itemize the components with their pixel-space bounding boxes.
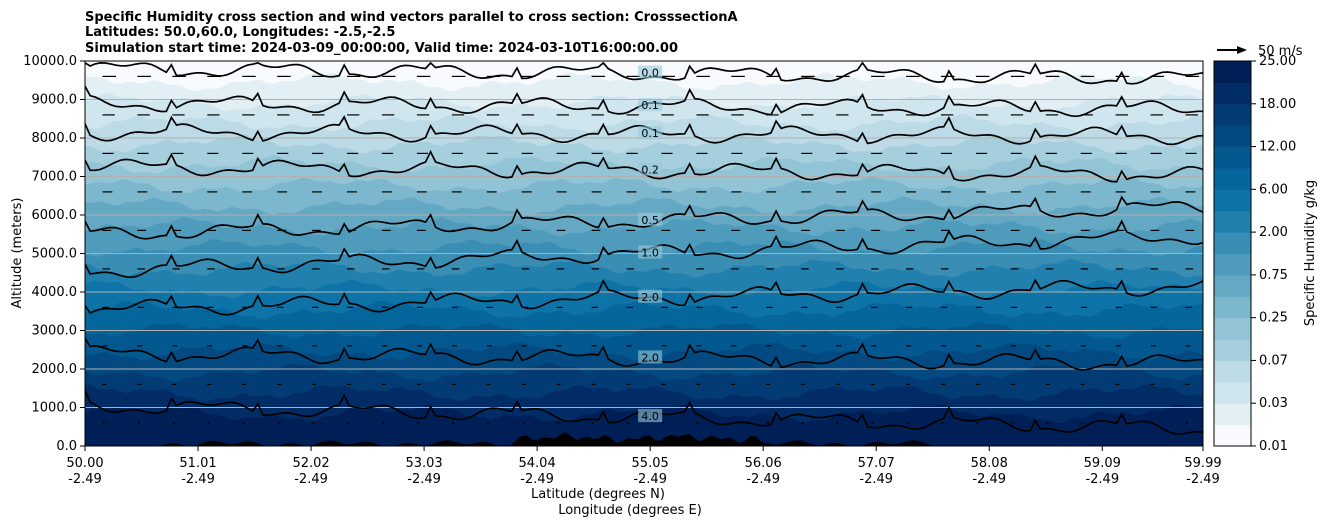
x-tick-lat-6: 56.06 xyxy=(745,456,782,471)
x-tick-lon-0: -2.49 xyxy=(68,472,102,487)
x-tick-lat-8: 58.08 xyxy=(971,456,1008,471)
x-tick-lon-10: -2.49 xyxy=(1186,472,1220,487)
chart-title-line-1: Specific Humidity cross section and wind… xyxy=(85,10,738,25)
x-tick-lat-10: 59.99 xyxy=(1184,456,1221,471)
x-tick-lat-3: 53.03 xyxy=(405,456,442,471)
y-axis: 0.0 1000.0 2000.0 3000.0 4000.0 5000.0 6000.0 7… xyxy=(23,54,85,454)
colorbar-band-2 xyxy=(1214,382,1251,404)
y-tick-label-1: 1000.0 xyxy=(32,401,78,416)
colorbar-band-4 xyxy=(1214,339,1251,361)
colorbar-tick-label-2: 0.07 xyxy=(1259,353,1288,368)
x-tick-lon-1: -2.49 xyxy=(181,472,215,487)
y-axis-label: Altitude (meters) xyxy=(10,198,25,309)
colorbar-band-3 xyxy=(1214,360,1251,382)
colorbar-band-0 xyxy=(1214,425,1251,447)
colorbar-tick-label-9: 25.00 xyxy=(1259,54,1296,69)
colorbar-tick-label-3: 0.25 xyxy=(1259,311,1288,326)
y-tick-label-2: 2000.0 xyxy=(32,362,78,377)
colorbar-band-5 xyxy=(1214,318,1251,340)
x-axis-label-longitude: Longitude (degrees E) xyxy=(558,503,702,518)
colorbar-tick-label-0: 0.01 xyxy=(1259,439,1288,454)
x-tick-lon-8: -2.49 xyxy=(972,472,1006,487)
x-tick-lat-2: 52.02 xyxy=(292,456,329,471)
colorbar-band-1 xyxy=(1214,403,1251,425)
contour-label-3: 0.2 xyxy=(641,164,659,177)
x-axis: 50.00-2.4951.01-2.4952.02-2.4953.03-2.49… xyxy=(66,446,1221,487)
colorbar-band-12 xyxy=(1214,168,1251,190)
x-tick-lon-7: -2.49 xyxy=(859,472,893,487)
contour-label-2: 0.1 xyxy=(641,127,659,140)
chart-title-line-2: Latitudes: 50.0,60.0, Longitudes: -2.5,-… xyxy=(85,25,395,40)
colorbar-band-8 xyxy=(1214,254,1251,276)
contour-label-7: 2.0 xyxy=(641,351,659,364)
colorbar-band-10 xyxy=(1214,211,1251,233)
y-tick-label-8: 8000.0 xyxy=(32,131,78,146)
contour-label-0: 0.0 xyxy=(641,67,659,80)
quiver-key-arrowhead xyxy=(1237,46,1247,54)
x-tick-lon-5: -2.49 xyxy=(633,472,667,487)
colorbar-tick-label-8: 18.00 xyxy=(1259,97,1296,112)
y-tick-label-9: 9000.0 xyxy=(32,93,78,108)
colorbar-band-6 xyxy=(1214,296,1251,318)
colorbar-tick-label-6: 6.00 xyxy=(1259,182,1288,197)
x-tick-lat-7: 57.07 xyxy=(858,456,895,471)
contour-label-4: 0.5 xyxy=(641,214,659,227)
x-axis-label-latitude: Latitude (degrees N) xyxy=(531,487,665,502)
y-tick-label-6: 6000.0 xyxy=(32,208,78,223)
colorbar-band-14 xyxy=(1214,125,1251,147)
contour-label-8: 4.0 xyxy=(641,410,659,423)
x-tick-lat-5: 55.05 xyxy=(632,456,669,471)
colorbar-label: Specific Humidity g/kg xyxy=(1303,180,1318,326)
colorbar-band-9 xyxy=(1214,232,1251,254)
x-tick-lat-4: 54.04 xyxy=(519,456,556,471)
x-tick-lon-6: -2.49 xyxy=(746,472,780,487)
x-tick-lat-9: 59.09 xyxy=(1084,456,1121,471)
colorbar-band-15 xyxy=(1214,104,1251,126)
colorbar xyxy=(1214,61,1251,447)
colorbar-band-7 xyxy=(1214,275,1251,297)
x-tick-lon-9: -2.49 xyxy=(1085,472,1119,487)
colorbar-tick-label-4: 0.75 xyxy=(1259,268,1288,283)
x-tick-lat-1: 51.01 xyxy=(179,456,216,471)
y-tick-label-10: 10000.0 xyxy=(23,54,77,69)
y-tick-label-5: 5000.0 xyxy=(32,247,78,262)
colorbar-band-17 xyxy=(1214,61,1251,83)
contour-label-5: 1.0 xyxy=(641,247,659,260)
chart-title-line-3: Simulation start time: 2024-03-09_00:00:… xyxy=(85,41,678,56)
y-tick-label-7: 7000.0 xyxy=(32,170,78,185)
colorbar-tick-label-5: 2.00 xyxy=(1259,225,1288,240)
colorbar-band-13 xyxy=(1214,147,1251,169)
y-tick-label-0: 0.0 xyxy=(56,439,77,454)
x-tick-lon-3: -2.49 xyxy=(407,472,441,487)
colorbar-tick-label-7: 12.00 xyxy=(1259,140,1296,155)
y-tick-label-4: 4000.0 xyxy=(32,285,78,300)
y-tick-label-3: 3000.0 xyxy=(32,324,78,339)
x-tick-lat-0: 50.00 xyxy=(66,456,103,471)
x-tick-lon-4: -2.49 xyxy=(520,472,554,487)
colorbar-band-11 xyxy=(1214,189,1251,211)
contour-label-1: 0.1 xyxy=(641,99,659,112)
colorbar-tick-label-1: 0.03 xyxy=(1259,396,1288,411)
contour-label-6: 2.0 xyxy=(641,291,659,304)
colorbar-band-16 xyxy=(1214,82,1251,104)
x-tick-lon-2: -2.49 xyxy=(294,472,328,487)
figure: Specific Humidity cross section and wind… xyxy=(0,0,1326,526)
colorbar-ticks: 0.01 0.03 0.07 0.25 0.75 2.00 6.00 12.00 18.00 25… xyxy=(1251,54,1296,454)
